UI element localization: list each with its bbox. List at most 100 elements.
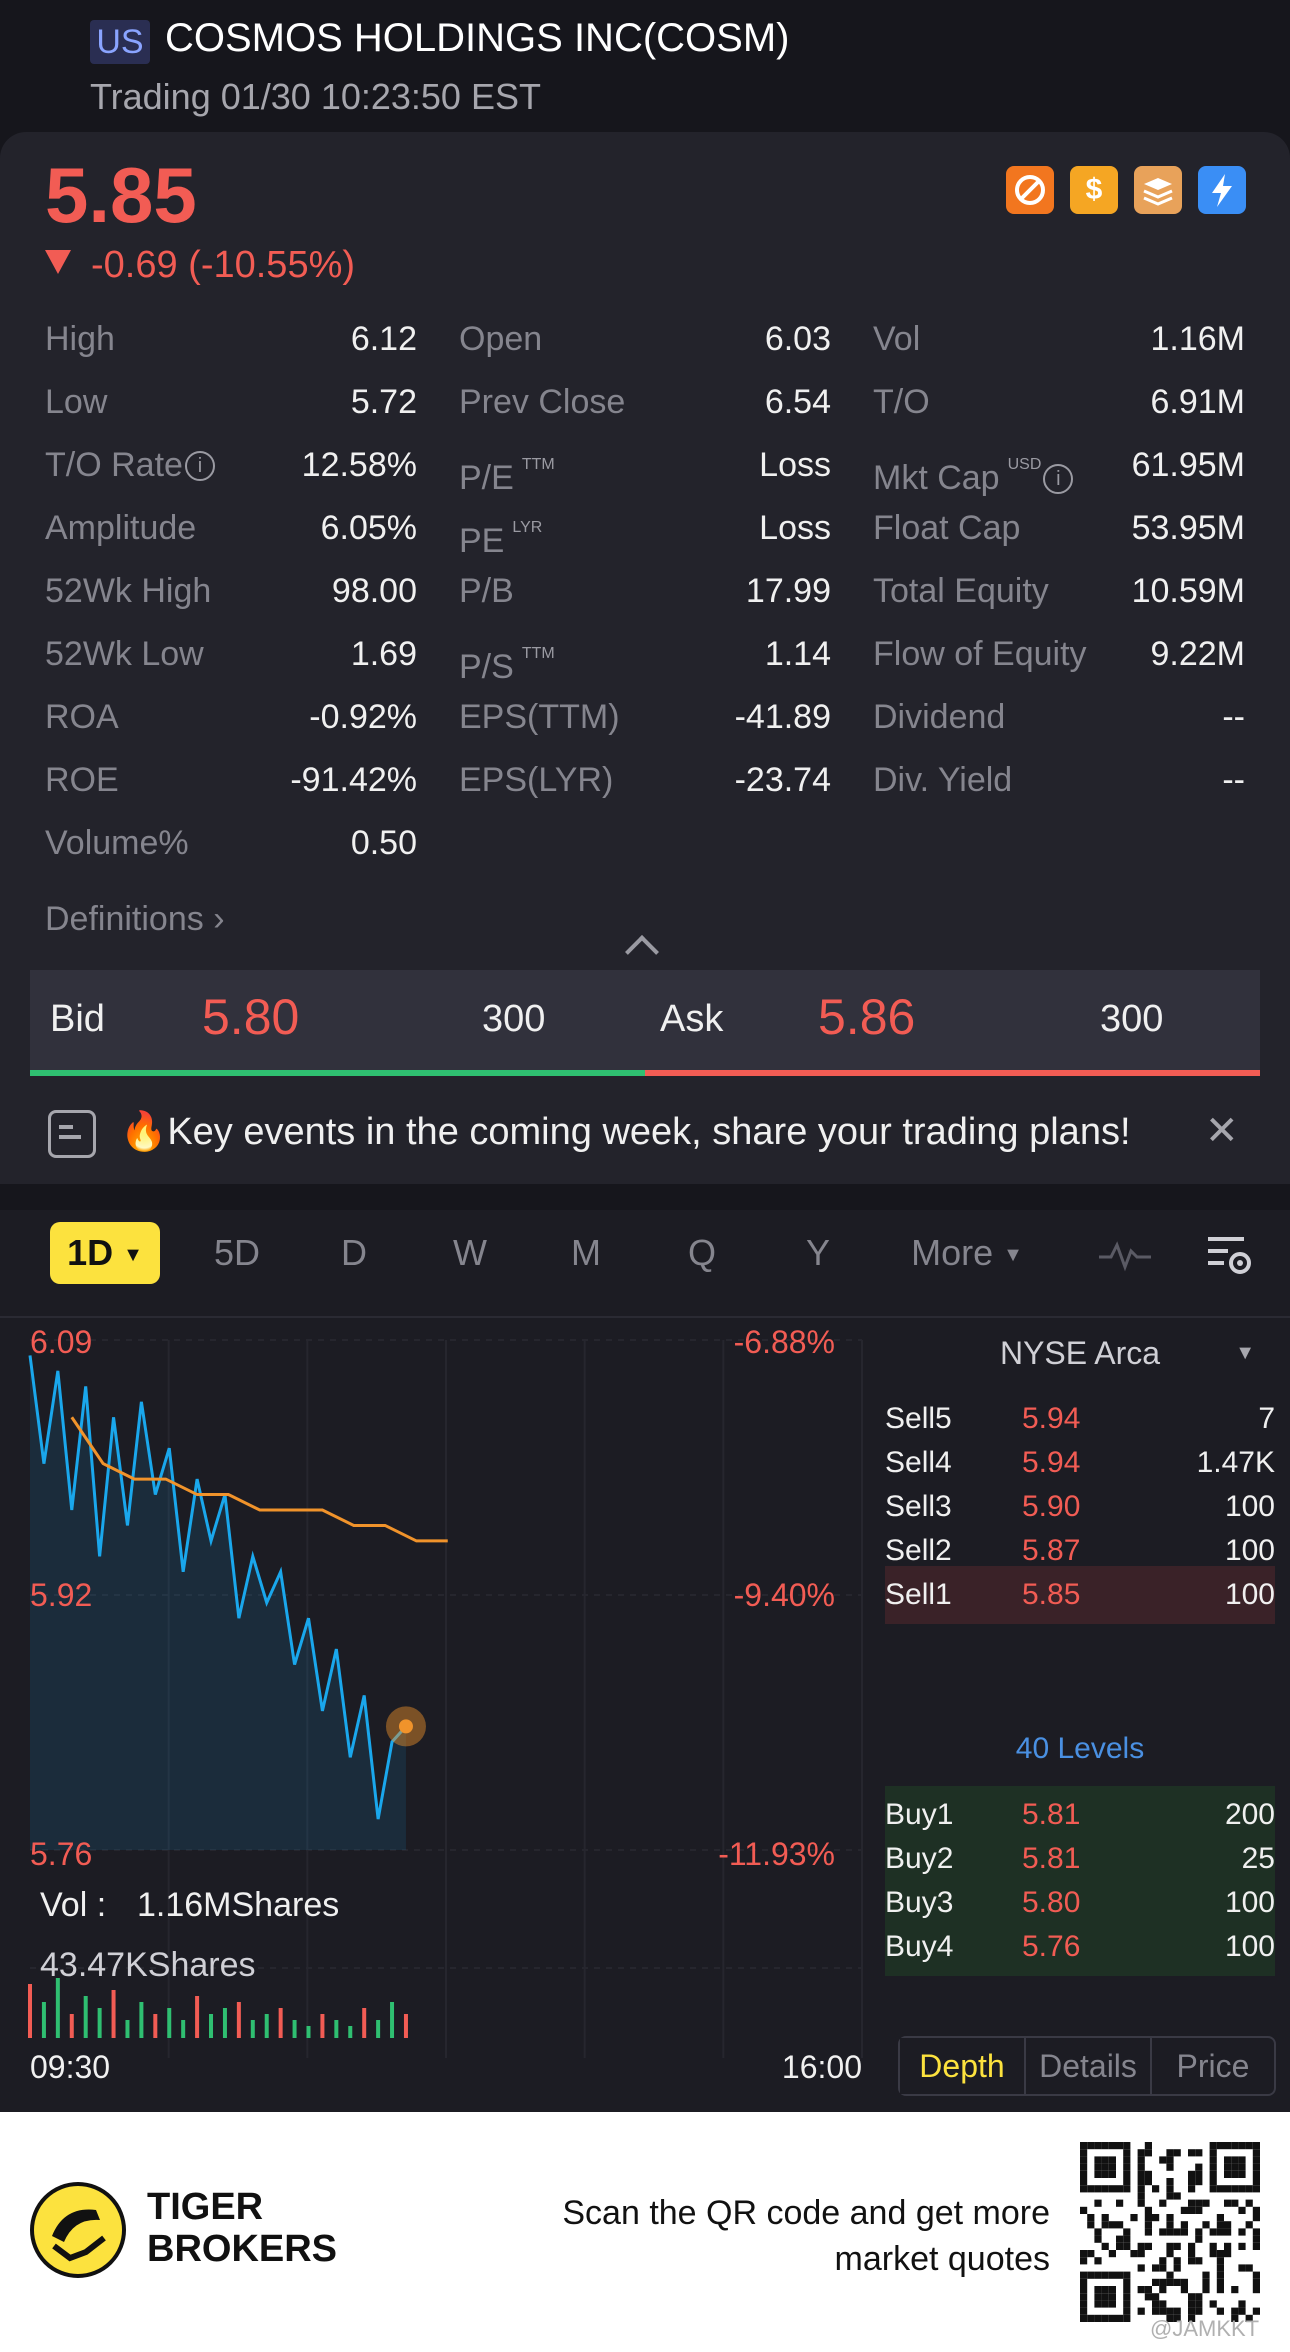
qr-module [1238, 2264, 1246, 2272]
segment-details[interactable]: Details [1024, 2038, 1150, 2094]
stat-value: -23.74 [734, 761, 831, 799]
qr-module [1209, 2156, 1217, 2164]
bid-price: 5.80 [202, 989, 300, 1045]
tab-y[interactable]: Y [805, 1232, 830, 1273]
stat-label: EPS(LYR) [459, 761, 614, 799]
flash-icon[interactable] [1198, 166, 1246, 214]
segment-price[interactable]: Price [1150, 2038, 1274, 2094]
tab-5d[interactable]: 5D [213, 1232, 261, 1273]
sell-level-row[interactable]: Sell5 5.94 7 [885, 1390, 1275, 1448]
tab-more[interactable]: More ▼ [911, 1232, 1023, 1273]
dollar-icon[interactable]: $ [1070, 166, 1118, 214]
stat-label: Vol [873, 320, 921, 358]
volume-bar [28, 1984, 32, 2038]
stat-value: 0.50 [350, 824, 417, 862]
qr-module [1108, 2271, 1116, 2279]
qr-module [1173, 2314, 1181, 2322]
volume-bar [97, 2008, 102, 2038]
watermark: @JAMKKT [1150, 2316, 1260, 2341]
sell-level-price: 5.90 [1022, 1490, 1081, 1523]
stat-label: Mkt Cap [873, 459, 1000, 497]
stat-value: -- [1222, 761, 1245, 799]
chart-settings-icon[interactable] [1195, 1222, 1265, 1284]
qr-module [1080, 2307, 1088, 2315]
info-icon[interactable]: i [184, 451, 215, 481]
sell-level-size: 100 [1224, 1578, 1275, 1611]
bid-ask-ratio-bar [30, 1070, 1260, 1076]
qr-module [1087, 2271, 1095, 2279]
qr-module [1080, 2178, 1088, 2186]
buy-level-size: 25 [1241, 1842, 1275, 1875]
sell-level-size: 100 [1224, 1490, 1275, 1523]
qr-module [1252, 2170, 1260, 2178]
qr-module [1238, 2307, 1246, 2315]
stat-value: 6.54 [764, 383, 831, 421]
sell-level-label: Sell1 [885, 1578, 952, 1611]
qr-module [1209, 2228, 1217, 2236]
qr-module [1137, 2242, 1145, 2250]
qr-module [1123, 2170, 1131, 2178]
qr-module [1209, 2149, 1217, 2157]
qr-module [1252, 2286, 1260, 2294]
exchange-selector[interactable]: NYSE Arca ▼ [885, 1330, 1275, 1376]
stack-icon[interactable] [1134, 166, 1182, 214]
tab-m[interactable]: M [571, 1232, 601, 1273]
qr-module [1094, 2300, 1102, 2308]
stat-label: ROA [45, 698, 119, 736]
qr-module [1094, 2142, 1102, 2150]
qr-module [1137, 2264, 1145, 2272]
indicator-icon[interactable] [1090, 1222, 1160, 1284]
qr-module [1231, 2170, 1239, 2178]
close-icon[interactable]: ✕ [1205, 1109, 1239, 1153]
sell-level-row[interactable]: Sell1 5.85 100 [885, 1566, 1275, 1624]
stat-label-group: PE LYR [459, 499, 542, 570]
scan-text: Scan the QR code and get more market quo… [500, 2190, 1050, 2282]
qr-module [1130, 2250, 1138, 2258]
tab-1d[interactable]: 1D ▼ [50, 1222, 160, 1284]
levels-link[interactable]: 40 Levels [1015, 1732, 1145, 1765]
buy-level-row[interactable]: Buy4 5.76 100 [885, 1918, 1275, 1976]
stat-superscript: USD [1007, 456, 1042, 473]
qr-module [1252, 2271, 1260, 2279]
qr-code[interactable] [1080, 2142, 1260, 2322]
qr-module [1116, 2221, 1124, 2229]
qr-module [1101, 2221, 1109, 2229]
qr-module [1108, 2163, 1116, 2171]
stats-column-3: Vol 1.16M T/O 6.91M Mkt Cap USDi 61.95M Float C… [873, 310, 1245, 814]
no-short-icon[interactable] [1006, 166, 1054, 214]
qr-module [1166, 2156, 1174, 2164]
qr-module [1123, 2271, 1131, 2279]
sell-level-label: Sell5 [885, 1402, 952, 1435]
sell-level-row[interactable]: Sell2 5.87 100 [885, 1522, 1275, 1580]
qr-module [1202, 2271, 1210, 2279]
brand-line-2: BROKERS [147, 2228, 338, 2270]
qr-module [1152, 2278, 1160, 2286]
sell-level-row[interactable]: Sell4 5.94 1.47K [885, 1434, 1275, 1492]
qr-module [1137, 2170, 1145, 2178]
definitions-link[interactable]: Definitions › [45, 900, 225, 939]
qr-module [1173, 2149, 1181, 2157]
sell-level-row[interactable]: Sell3 5.90 100 [885, 1478, 1275, 1536]
tab-w[interactable]: W [453, 1232, 487, 1273]
stat-superscript: TTM [521, 456, 555, 473]
stat-row: Total Equity 10.59M [873, 562, 1245, 625]
tab-q[interactable]: Q [687, 1232, 716, 1273]
tab-d[interactable]: D [341, 1232, 367, 1273]
events-text[interactable]: 🔥Key events in the coming week, share yo… [120, 1111, 1131, 1153]
bid-ask-bar[interactable]: Bid 5.80 300 Ask 5.86 300 [30, 970, 1260, 1074]
qr-module [1152, 2264, 1160, 2272]
qr-module [1216, 2221, 1224, 2229]
stat-label-group: Low [45, 373, 107, 431]
intraday-chart[interactable]: 6.09 5.92 5.76 -6.88% -9.40% -11.93% Vol… [0, 1318, 880, 2112]
qr-module [1216, 2271, 1224, 2279]
qr-module [1123, 2242, 1131, 2250]
y-tick-right-top: -6.88% [734, 1324, 835, 1360]
section-divider [0, 1184, 1290, 1210]
qr-module [1144, 2178, 1152, 2186]
qr-module [1209, 2185, 1217, 2193]
segment-depth[interactable]: Depth [900, 2038, 1024, 2094]
stat-label-group: EPS(TTM) [459, 688, 620, 746]
info-icon[interactable]: i [1043, 464, 1074, 494]
qr-module [1108, 2250, 1116, 2258]
orderbook-segment-control: Depth Details Price [898, 2036, 1276, 2096]
